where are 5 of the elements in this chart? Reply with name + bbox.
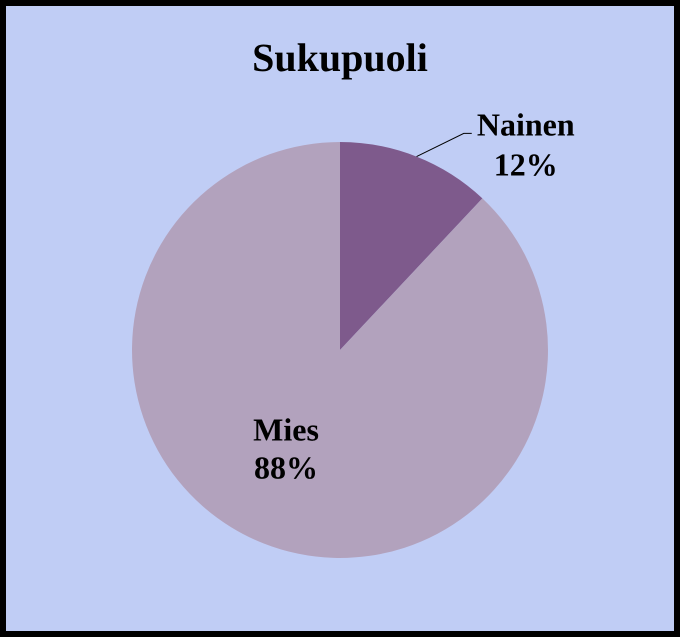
chart-title: Sukupuoli [251, 34, 429, 81]
slice-label: Mies [253, 411, 319, 448]
slice-label: Nainen [476, 106, 575, 143]
data-label: 88% [254, 449, 318, 486]
data-label: 12% [494, 146, 558, 183]
